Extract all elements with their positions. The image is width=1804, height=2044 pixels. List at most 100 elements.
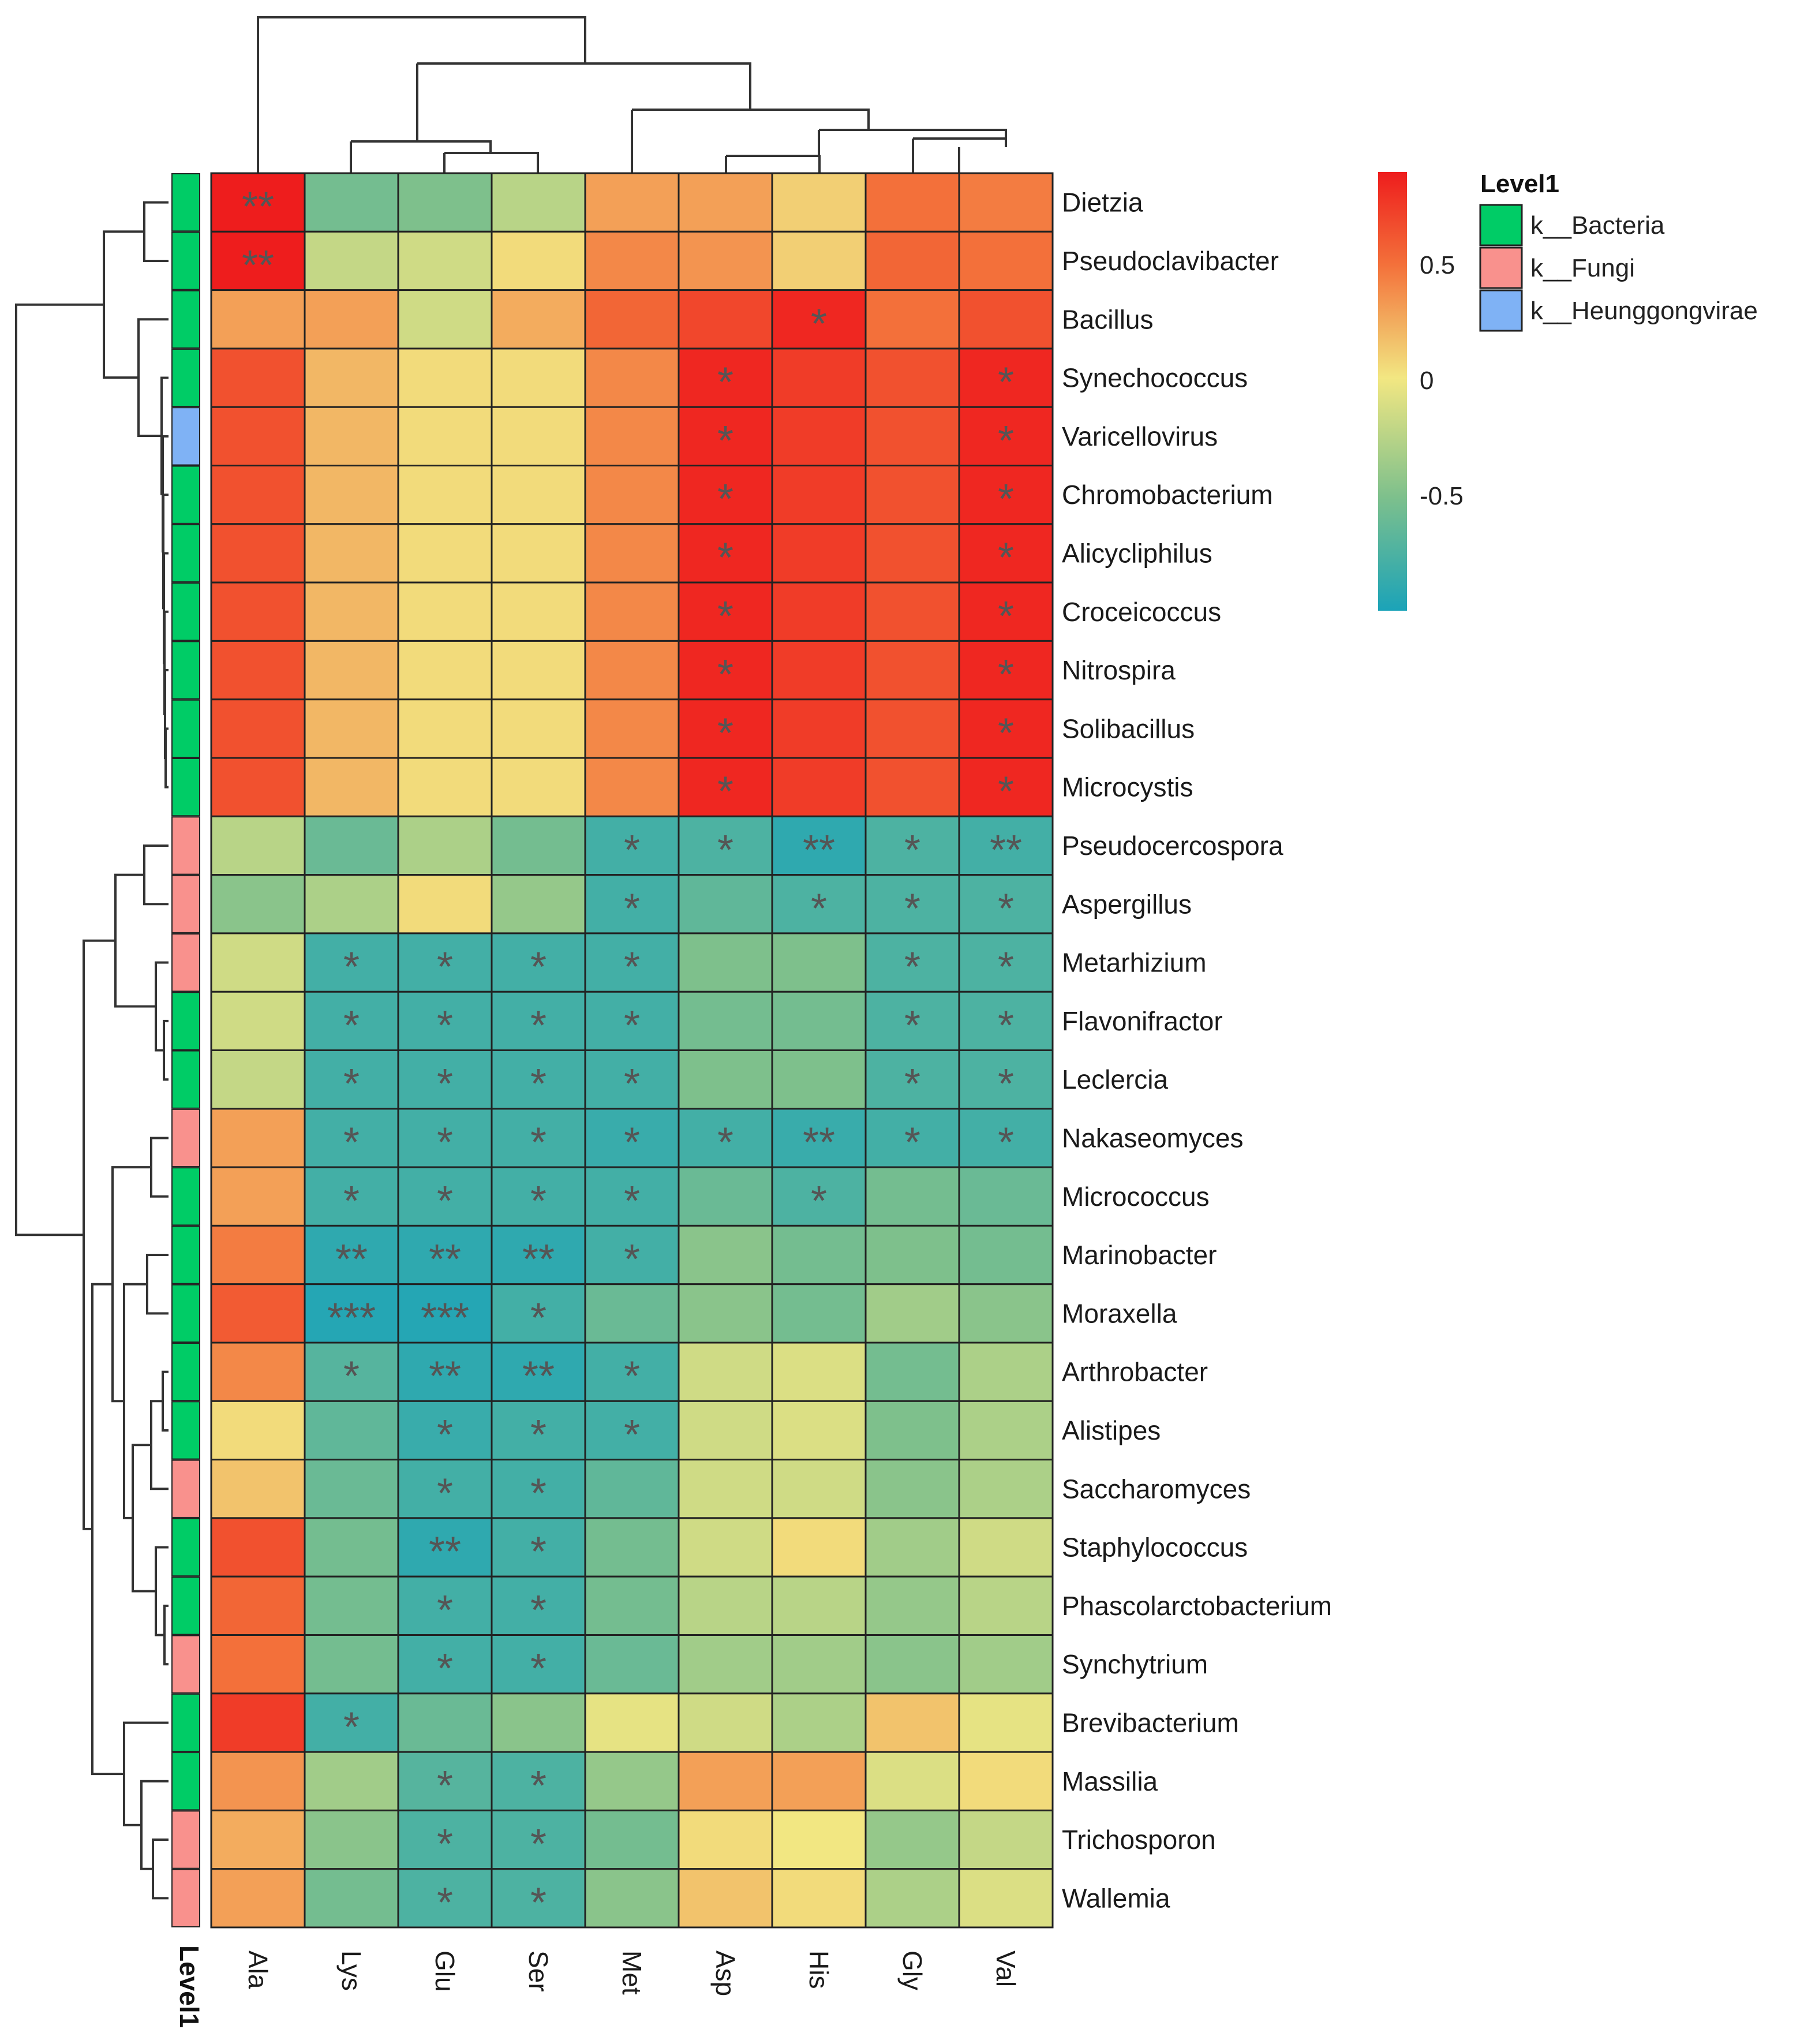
heatmap-cell: [678, 1692, 773, 1753]
heatmap-cell: [491, 1868, 586, 1929]
heatmap-cell: [397, 347, 493, 408]
heatmap-cell: [958, 289, 1054, 350]
heatmap-cell: [491, 406, 586, 467]
significance-mark: *: [437, 1003, 453, 1049]
legend-label: k__Fungi: [1530, 254, 1635, 282]
column-label: Glu: [430, 1950, 460, 1992]
heatmap-cell: [678, 757, 773, 817]
heatmap-cell: [584, 1049, 680, 1110]
significance-mark: *: [437, 1470, 453, 1516]
significance-mark: *: [343, 1704, 360, 1750]
heatmap-cell: [210, 932, 306, 993]
level1-annotation-cell: [171, 524, 200, 583]
heatmap-cell: [678, 698, 773, 759]
heatmap-cell: [771, 757, 867, 817]
heatmap-cell: [584, 1751, 680, 1811]
row-label: Chromobacterium: [1062, 480, 1273, 510]
heatmap-cell: [678, 1459, 773, 1519]
level1-annotation-cell: [171, 1576, 200, 1635]
row-label: Aspergillus: [1062, 889, 1192, 919]
significance-mark: **: [803, 827, 835, 873]
significance-mark: *: [811, 1178, 827, 1224]
significance-mark: *: [624, 827, 640, 873]
significance-mark: *: [343, 944, 360, 991]
heatmap-cell: [397, 172, 493, 233]
heatmap-cell: [771, 1224, 867, 1286]
heatmap-cell: [864, 1517, 960, 1578]
level1-annotation-cell: [171, 407, 200, 466]
row-label: Flavonifractor: [1062, 1006, 1223, 1036]
heatmap-cell: [678, 874, 773, 935]
row-label: Trichosporon: [1062, 1825, 1216, 1855]
heatmap-cell: [210, 1575, 306, 1636]
heatmap-cell: [491, 757, 586, 817]
level1-annotation-cell: [171, 1459, 200, 1518]
heatmap-cell: [958, 523, 1054, 584]
significance-mark: *: [624, 1178, 640, 1224]
heatmap-cell: [864, 1166, 960, 1227]
dendrogram-branch: [123, 1283, 147, 1519]
significance-mark: *: [717, 827, 733, 873]
level1-annotation-cell: [171, 1343, 200, 1402]
heatmap-cell: [397, 698, 493, 759]
heatmap-cell: [210, 1166, 306, 1227]
heatmap-cell: [958, 230, 1054, 292]
heatmap-cell: [584, 698, 680, 759]
color-scale-legend: 0.5 0 -0.5: [1378, 172, 1464, 611]
legend-swatch: [1479, 289, 1523, 332]
heatmap-cell: [771, 347, 867, 408]
heatmap-cell: [958, 698, 1054, 759]
heatmap-cell: [958, 1342, 1054, 1402]
heatmap-cell: [678, 1751, 773, 1811]
significance-mark: **: [429, 1529, 461, 1575]
heatmap-cell: [491, 172, 586, 233]
significance-mark: *: [998, 1119, 1014, 1165]
heatmap-cell: [491, 523, 586, 584]
heatmap-cell: [210, 523, 306, 584]
significance-mark: *: [437, 1879, 453, 1926]
heatmap-cell: [210, 581, 306, 642]
heatmap-cell: [864, 1459, 960, 1519]
level1-annotation-cell: [171, 992, 200, 1051]
heatmap-cell: [584, 1517, 680, 1578]
heatmap-cell: [304, 230, 399, 292]
heatmap-cell: [491, 1108, 586, 1168]
significance-mark: *: [904, 885, 920, 932]
heatmap-cell: [210, 465, 306, 525]
row-label: Synchytrium: [1062, 1649, 1208, 1679]
row-label: Solibacillus: [1062, 713, 1195, 743]
significance-mark: ***: [327, 1295, 376, 1341]
heatmap-cell: [210, 1692, 306, 1753]
heatmap-cell: [584, 932, 680, 993]
heatmap-cell: [678, 289, 773, 350]
significance-mark: *: [530, 1003, 547, 1049]
heatmap-cell: [304, 1283, 399, 1344]
heatmap-cell: [678, 1400, 773, 1461]
heatmap-cell: [958, 1283, 1054, 1344]
legend-label: k__Heunggongvirae: [1530, 297, 1758, 325]
heatmap-cell: [958, 406, 1054, 467]
heatmap-cell: [584, 1634, 680, 1695]
column-label: His: [804, 1950, 834, 1989]
significance-mark: *: [998, 593, 1014, 640]
level1-annotation-cell: [171, 1518, 200, 1577]
row-label: Varicellovirus: [1062, 421, 1218, 451]
heatmap-cell: [397, 1400, 493, 1461]
column-label: Asp: [710, 1950, 740, 1996]
significance-mark: *: [530, 1587, 547, 1634]
heatmap-cell: [678, 1342, 773, 1402]
level1-annotation-cell: [171, 1225, 200, 1284]
heatmap-cell: [584, 581, 680, 642]
heatmap-cell: [864, 1108, 960, 1168]
significance-mark: *: [717, 710, 733, 756]
heatmap-cell: [210, 640, 306, 701]
heatmap-cell: [771, 1166, 867, 1227]
significance-mark: *: [530, 1295, 547, 1341]
heatmap-cell: [864, 1400, 960, 1461]
significance-mark: *: [998, 535, 1014, 581]
heatmap-cell: [678, 991, 773, 1051]
heatmap-cell: [304, 1459, 399, 1519]
row-label: Phascolarctobacterium: [1062, 1591, 1332, 1621]
heatmap-cell: [210, 991, 306, 1051]
heatmap-cell: [864, 523, 960, 584]
